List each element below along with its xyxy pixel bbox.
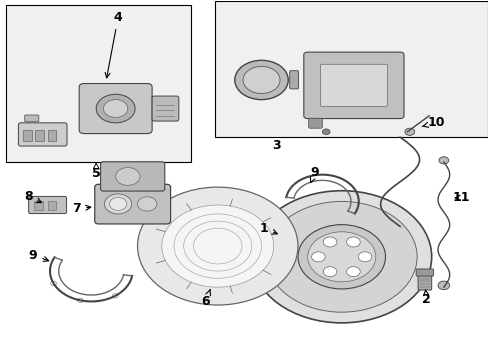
Text: 10: 10 bbox=[422, 116, 445, 129]
Text: 8: 8 bbox=[24, 190, 41, 203]
Circle shape bbox=[297, 225, 385, 289]
Circle shape bbox=[266, 202, 416, 312]
Circle shape bbox=[346, 237, 360, 247]
FancyBboxPatch shape bbox=[19, 123, 67, 146]
FancyBboxPatch shape bbox=[215, 1, 487, 137]
Text: 2: 2 bbox=[422, 290, 430, 306]
Circle shape bbox=[77, 298, 83, 302]
Circle shape bbox=[109, 198, 126, 210]
Circle shape bbox=[50, 281, 56, 285]
Text: 7: 7 bbox=[72, 202, 91, 215]
Circle shape bbox=[137, 197, 157, 211]
FancyBboxPatch shape bbox=[25, 115, 39, 122]
FancyBboxPatch shape bbox=[415, 269, 433, 276]
Circle shape bbox=[438, 157, 448, 164]
Text: 1: 1 bbox=[259, 222, 277, 235]
FancyBboxPatch shape bbox=[101, 162, 164, 191]
Circle shape bbox=[251, 191, 431, 323]
Circle shape bbox=[311, 252, 325, 262]
FancyBboxPatch shape bbox=[95, 184, 170, 224]
FancyBboxPatch shape bbox=[303, 52, 403, 118]
Circle shape bbox=[346, 267, 360, 276]
FancyBboxPatch shape bbox=[47, 201, 56, 210]
Circle shape bbox=[116, 167, 140, 185]
Circle shape bbox=[112, 294, 118, 298]
Text: 9: 9 bbox=[29, 248, 49, 261]
FancyBboxPatch shape bbox=[417, 274, 431, 290]
Text: 9: 9 bbox=[310, 166, 319, 183]
FancyBboxPatch shape bbox=[289, 71, 298, 89]
Circle shape bbox=[437, 281, 449, 290]
FancyBboxPatch shape bbox=[29, 197, 66, 213]
FancyBboxPatch shape bbox=[34, 201, 43, 210]
Circle shape bbox=[137, 187, 297, 305]
Circle shape bbox=[404, 128, 414, 135]
FancyBboxPatch shape bbox=[152, 96, 179, 121]
FancyBboxPatch shape bbox=[23, 130, 32, 141]
Circle shape bbox=[323, 267, 336, 276]
Circle shape bbox=[322, 129, 329, 135]
Circle shape bbox=[234, 60, 287, 100]
FancyBboxPatch shape bbox=[35, 130, 44, 141]
Circle shape bbox=[243, 66, 280, 94]
Text: 11: 11 bbox=[451, 192, 468, 204]
FancyBboxPatch shape bbox=[47, 130, 56, 141]
Circle shape bbox=[162, 205, 273, 287]
Circle shape bbox=[104, 194, 131, 214]
Text: 3: 3 bbox=[271, 139, 280, 152]
FancyBboxPatch shape bbox=[79, 84, 152, 134]
FancyBboxPatch shape bbox=[308, 118, 322, 128]
Circle shape bbox=[96, 94, 135, 123]
Circle shape bbox=[358, 252, 371, 262]
Text: 5: 5 bbox=[92, 167, 101, 180]
Text: 4: 4 bbox=[105, 11, 122, 78]
FancyBboxPatch shape bbox=[6, 5, 191, 162]
Circle shape bbox=[307, 232, 375, 282]
FancyBboxPatch shape bbox=[320, 64, 386, 107]
Circle shape bbox=[323, 237, 336, 247]
Text: 6: 6 bbox=[201, 289, 210, 308]
Circle shape bbox=[103, 100, 127, 117]
